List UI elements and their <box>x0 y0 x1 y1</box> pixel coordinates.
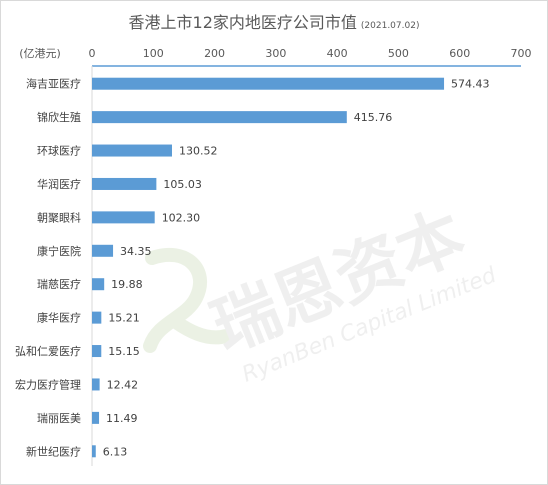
data-label: 34.35 <box>120 245 151 258</box>
bar <box>92 278 105 291</box>
bar <box>92 411 100 424</box>
chart-subtitle: (2021.07.02) <box>360 21 420 31</box>
x-tick-label: 500 <box>388 47 409 60</box>
unit-label: (亿港元) <box>19 47 61 60</box>
data-label: 130.52 <box>179 145 218 158</box>
category-label: 新世纪医疗 <box>26 444 81 458</box>
bar <box>92 77 445 90</box>
data-label: 415.76 <box>354 111 393 124</box>
watermark-logo <box>143 247 233 353</box>
category-label: 康宁医院 <box>37 244 81 258</box>
bar <box>92 111 347 124</box>
watermark: 瑞恩资本 RyanBen Capital Limited <box>143 196 501 388</box>
x-tick-label: 700 <box>511 47 532 60</box>
data-label: 102.30 <box>162 211 201 224</box>
category-label: 华润医疗 <box>37 177 81 191</box>
x-tick-label: 600 <box>449 47 470 60</box>
x-tick-label: 300 <box>265 47 286 60</box>
bar <box>92 244 114 257</box>
category-label: 瑞丽医美 <box>37 411 81 425</box>
x-tick-label: 100 <box>143 47 164 60</box>
bar <box>92 345 102 358</box>
x-tick-label: 400 <box>327 47 348 60</box>
x-tick-label: 0 <box>89 47 96 60</box>
data-label: 15.15 <box>108 345 140 358</box>
data-label: 105.03 <box>163 178 202 191</box>
x-tick-label: 200 <box>204 47 225 60</box>
data-label: 12.42 <box>107 378 139 391</box>
bar <box>92 211 155 224</box>
category-label: 康华医疗 <box>37 311 81 325</box>
category-label: 锦欣生殖 <box>37 110 81 124</box>
category-label: 宏力医疗管理 <box>15 377 81 391</box>
category-label: 弘和仁爱医疗 <box>15 344 81 358</box>
category-label: 朝聚眼科 <box>37 210 81 224</box>
data-label: 574.43 <box>451 78 490 91</box>
category-label: 瑞慈医疗 <box>37 277 81 291</box>
bar <box>92 445 96 458</box>
data-labels: 574.43 415.76 130.52 105.03 102.30 34.35 19.88… <box>103 78 490 459</box>
data-label: 11.49 <box>106 412 137 425</box>
bar <box>92 378 100 391</box>
bar <box>92 144 172 157</box>
chart-title-row: 香港上市12家内地医疗公司市值 (2021.07.02) <box>0 9 548 33</box>
bars <box>92 77 445 458</box>
category-label: 环球医疗 <box>37 144 81 158</box>
chart-title: 香港上市12家内地医疗公司市值 <box>128 13 357 32</box>
bar <box>92 177 157 190</box>
category-labels: 海吉亚医疗锦欣生殖环球医疗华润医疗朝聚眼科康宁医院瑞慈医疗康华医疗弘和仁爱医疗宏… <box>15 77 81 459</box>
bar <box>92 311 102 324</box>
data-label: 19.88 <box>111 278 142 291</box>
x-tick-labels: 0 100 200 300 400 500 600 700 <box>89 47 532 60</box>
data-label: 15.21 <box>108 312 140 325</box>
data-label: 6.13 <box>103 445 128 458</box>
category-label: 海吉亚医疗 <box>26 77 81 91</box>
